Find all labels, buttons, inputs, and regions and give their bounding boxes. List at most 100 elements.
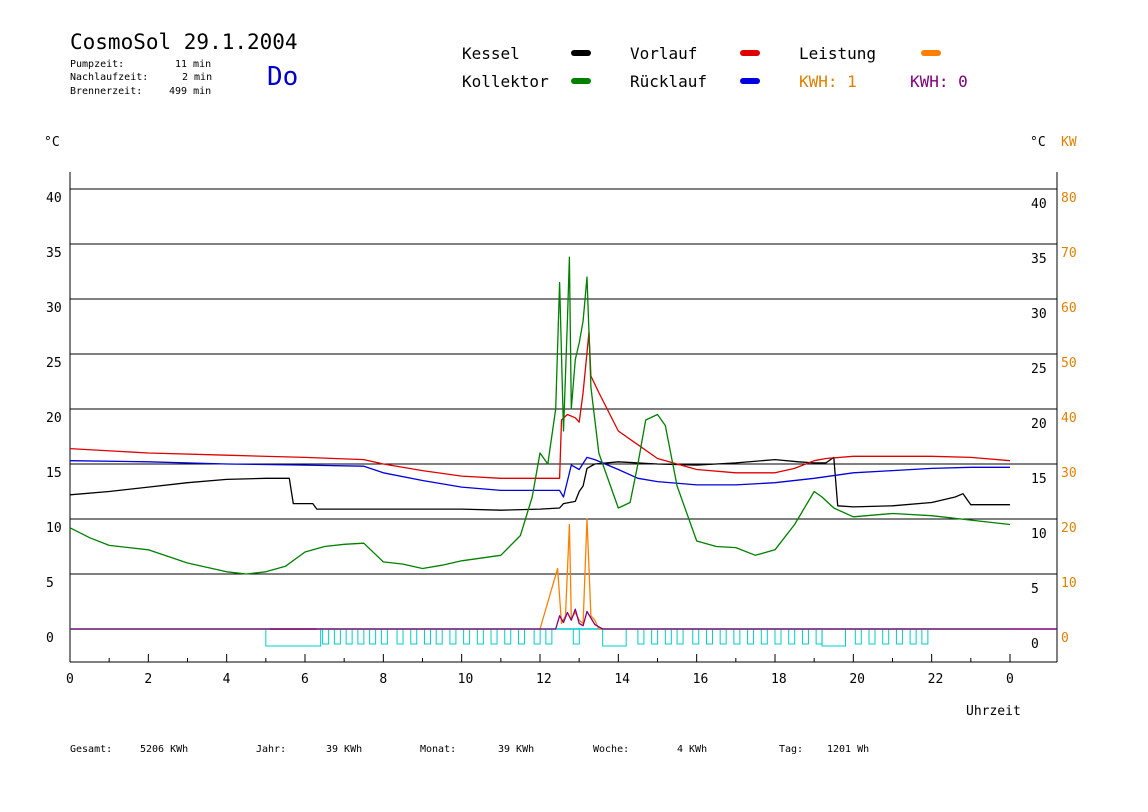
pump-pulse xyxy=(463,628,471,645)
pump-pulse xyxy=(788,628,796,645)
footer-woche-label: Woche: xyxy=(593,744,630,755)
legend-leistung-swatch xyxy=(921,50,941,56)
pump-bar xyxy=(821,628,846,647)
pump-pulse xyxy=(517,628,525,645)
pump-pulse xyxy=(909,628,917,645)
pump-pulse xyxy=(357,628,365,645)
pump-pulse xyxy=(705,628,713,645)
pump-pulse xyxy=(504,628,512,645)
x-tick-label: 6 xyxy=(301,672,309,687)
pump-pulse xyxy=(396,628,404,645)
y-unit-right: °C xyxy=(1030,135,1046,150)
y-unit-left: °C xyxy=(44,135,60,150)
footer-jahr-value: 39 KWh xyxy=(326,744,363,755)
x-axis-label: Uhrzeit xyxy=(966,704,1021,719)
x-tick-label: 4 xyxy=(223,672,231,687)
y-tick-label-right: 15 xyxy=(1031,472,1047,487)
y-tick-label-right: 5 xyxy=(1031,582,1039,597)
pump-pulse xyxy=(815,628,823,645)
pump-pulse xyxy=(345,628,353,645)
series-line-rcklauf xyxy=(69,456,1010,498)
footer-gesamt-label: Gesamt: xyxy=(70,744,113,755)
pump-pulse xyxy=(774,628,782,645)
y2-tick-label: 40 xyxy=(1061,411,1077,426)
legend-kollektor-swatch xyxy=(571,78,591,84)
pumpzeit-label: Pumpzeit: xyxy=(70,59,125,70)
pump-pulse xyxy=(747,628,755,645)
y-tick-label-right: 30 xyxy=(1031,307,1047,322)
legend-kwh2: KWH: 0 xyxy=(910,72,968,91)
legend-vorlauf-swatch xyxy=(740,50,760,56)
y2-tick-label: 0 xyxy=(1061,631,1069,646)
series-line-kessel xyxy=(69,456,1010,511)
pump-pulse xyxy=(733,628,741,645)
pump-pulse xyxy=(435,628,443,645)
pump-pulse xyxy=(476,628,484,645)
y2-tick-label: 70 xyxy=(1061,246,1077,261)
pump-pulse xyxy=(410,628,418,645)
pump-pulse xyxy=(719,628,727,645)
legend-ruecklauf: Rücklauf xyxy=(630,72,708,91)
y-tick-label-right: 25 xyxy=(1031,362,1047,377)
y-tick-label-right: 20 xyxy=(1031,417,1047,432)
legend-kollektor: Kollektor xyxy=(462,72,549,91)
pump-bar xyxy=(265,628,322,647)
legend-kessel-swatch xyxy=(571,50,591,56)
footer-monat-label: Monat: xyxy=(420,744,457,755)
pump-pulse xyxy=(490,628,498,645)
y2-tick-label: 30 xyxy=(1061,466,1077,481)
footer-tag-label: Tag: xyxy=(779,744,804,755)
footer-tag-value: 1201 Wh xyxy=(827,744,870,755)
y-tick-label: 10 xyxy=(46,521,62,536)
x-tick-label: 0 xyxy=(1006,672,1014,687)
y-tick-label-right: 10 xyxy=(1031,527,1047,542)
pump-pulse xyxy=(676,628,684,645)
pumpzeit-value: 11 min xyxy=(175,59,212,70)
legend-kwh1: KWH: 1 xyxy=(799,72,857,91)
y-tick-label-right: 35 xyxy=(1031,252,1047,267)
x-tick-label: 2 xyxy=(144,672,152,687)
pump-pulse xyxy=(380,628,388,645)
x-tick-label: 12 xyxy=(536,672,552,687)
brenner-label: Brennerzeit: xyxy=(70,86,143,97)
pump-pulse xyxy=(921,628,929,645)
y-tick-label: 20 xyxy=(46,411,62,426)
y-tick-label: 0 xyxy=(46,631,54,646)
pump-pulse xyxy=(449,628,457,645)
x-tick-label: 18 xyxy=(771,672,787,687)
x-tick-label: 20 xyxy=(849,672,865,687)
y-tick-label: 40 xyxy=(46,191,62,206)
y2-tick-label: 10 xyxy=(1061,576,1077,591)
y2-tick-label: 60 xyxy=(1061,301,1077,316)
pump-pulse xyxy=(651,628,659,645)
y-tick-label: 25 xyxy=(46,356,62,371)
legend-ruecklauf-swatch xyxy=(740,78,760,84)
pump-pulse xyxy=(533,628,541,645)
series-line-kollektor xyxy=(69,256,1011,575)
pump-pulse xyxy=(882,628,890,645)
legend-kessel: Kessel xyxy=(462,44,520,63)
pump-pulse xyxy=(423,628,431,645)
pump-pulse xyxy=(333,628,341,645)
y-tick-label: 35 xyxy=(46,246,62,261)
series-line-leistung xyxy=(70,518,1010,630)
footer-jahr-label: Jahr: xyxy=(256,744,287,755)
pump-pulse xyxy=(572,628,580,645)
pump-pulse xyxy=(369,628,377,645)
x-tick-label: 0 xyxy=(66,672,74,687)
pump-pulse xyxy=(895,628,903,645)
footer-gesamt-value: 5206 KWh xyxy=(140,744,189,755)
y-tick-label-right: 0 xyxy=(1031,637,1039,652)
brenner-value: 499 min xyxy=(169,86,212,97)
y2-tick-label: 20 xyxy=(1061,521,1077,536)
pump-pulse xyxy=(868,628,876,645)
footer-monat-value: 39 KWh xyxy=(498,744,535,755)
weekday-label: Do xyxy=(267,62,299,92)
y2-tick-label: 80 xyxy=(1061,191,1077,206)
pump-pulse xyxy=(692,628,700,645)
pump-pulse xyxy=(664,628,672,645)
y-tick-label: 5 xyxy=(46,576,54,591)
footer-woche-value: 4 KWh xyxy=(677,744,708,755)
x-tick-label: 16 xyxy=(693,672,709,687)
